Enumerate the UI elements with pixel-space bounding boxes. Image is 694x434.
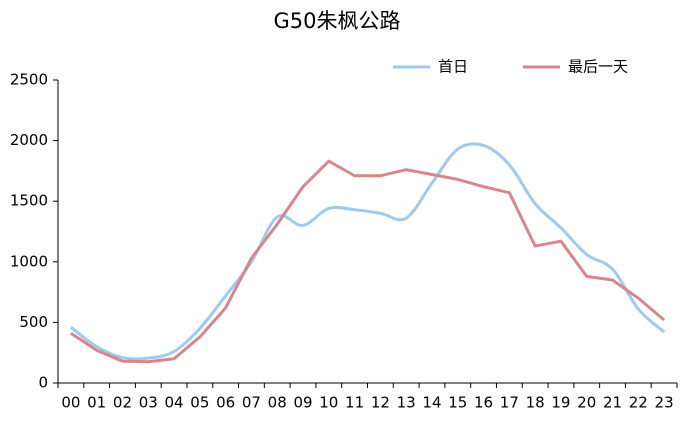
x-tick-label: 18 — [526, 394, 545, 412]
x-tick-label: 02 — [113, 394, 132, 412]
x-tick-label: 07 — [242, 394, 261, 412]
y-tick-label: 1500 — [10, 192, 48, 210]
legend-label: 首日 — [438, 58, 468, 76]
x-tick-label: 09 — [293, 394, 312, 412]
x-tick-label: 13 — [397, 394, 416, 412]
x-tick-label: 15 — [448, 394, 467, 412]
x-tick-label: 00 — [61, 394, 80, 412]
x-tick-label: 04 — [165, 394, 184, 412]
x-tick-label: 12 — [371, 394, 390, 412]
x-tick-label: 03 — [139, 394, 158, 412]
series-line — [69, 142, 666, 361]
x-tick-label: 06 — [216, 394, 235, 412]
series-line — [70, 159, 666, 364]
y-tick-label: 0 — [38, 374, 48, 392]
chart-title: G50朱枫公路 — [274, 9, 401, 33]
x-tick-label: 23 — [655, 394, 674, 412]
x-tick-label: 20 — [577, 394, 596, 412]
y-tick-label: 2000 — [10, 131, 48, 149]
x-tick-label: 01 — [87, 394, 106, 412]
y-tick-label: 500 — [19, 313, 48, 331]
x-tick-label: 08 — [268, 394, 287, 412]
x-tick-label: 21 — [603, 394, 622, 412]
x-tick-label: 16 — [474, 394, 493, 412]
legend-label: 最后一天 — [568, 58, 628, 76]
y-tick-label: 2500 — [10, 71, 48, 89]
x-tick-label: 11 — [345, 394, 364, 412]
y-tick-label: 1000 — [10, 252, 48, 270]
x-tick-label: 17 — [500, 394, 519, 412]
x-tick-label: 14 — [422, 394, 441, 412]
x-tick-label: 05 — [190, 394, 209, 412]
x-tick-label: 19 — [551, 394, 570, 412]
x-tick-label: 10 — [319, 394, 338, 412]
x-tick-label: 22 — [629, 394, 648, 412]
